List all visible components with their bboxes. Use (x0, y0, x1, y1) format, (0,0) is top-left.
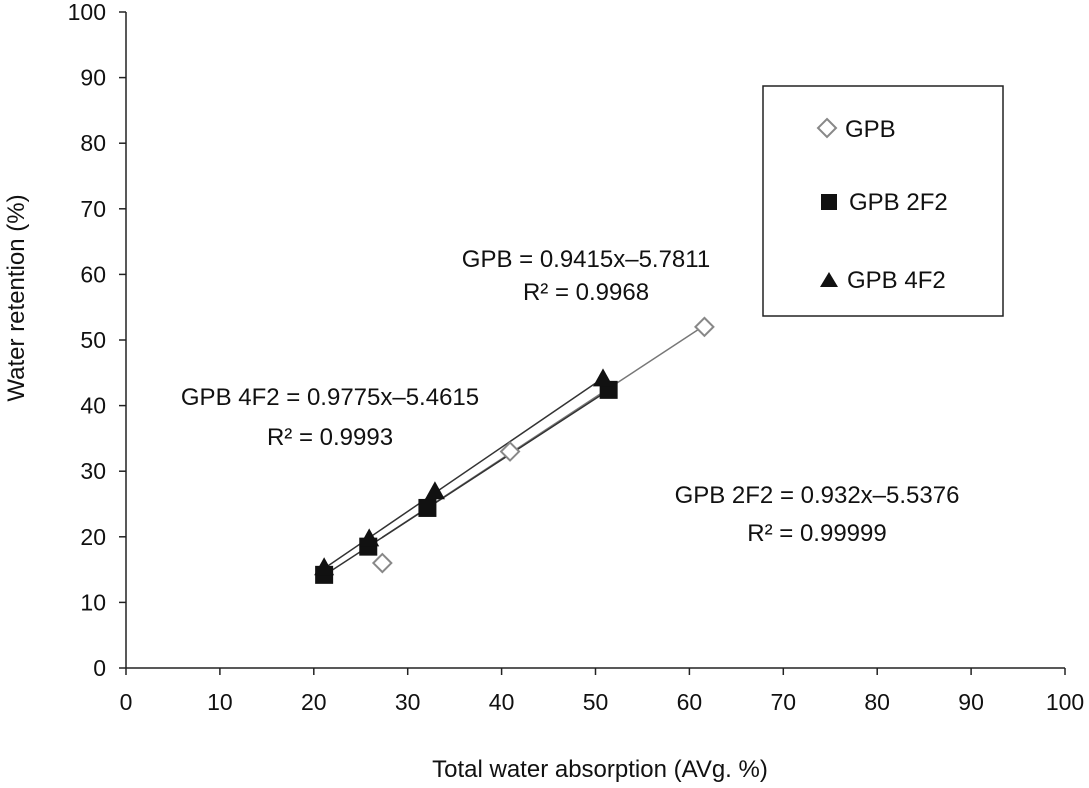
x-tick-label: 70 (771, 689, 797, 715)
y-tick-label: 0 (93, 655, 106, 681)
y-tick-label: 90 (80, 65, 106, 91)
y-tick-label: 100 (68, 0, 106, 25)
point-gpb (499, 441, 521, 462)
y-tick-label: 80 (80, 130, 106, 156)
point-gpb (694, 316, 715, 338)
equation-gpb-2f2: GPB 2F2 = 0.932x–5.5376 (675, 482, 960, 509)
legend-item-gpb-2f2: GPB 2F2 (821, 189, 948, 216)
legend-label-gpb-4f2: GPB 4F2 (847, 267, 946, 294)
legend-box (762, 85, 1004, 317)
axes: 0 10 20 30 40 50 60 70 80 90 100 0 10 20 30 40 50 60 70 80 9… (68, 0, 1085, 715)
r2-gpb: R² = 0.9968 (523, 279, 649, 306)
y-tick-label: 50 (80, 327, 106, 353)
y-tick-label: 10 (80, 589, 106, 615)
x-tick-label: 50 (583, 689, 609, 715)
data-points (314, 316, 715, 584)
x-tick-label: 0 (120, 689, 133, 715)
y-tick-label: 40 (80, 393, 106, 419)
point-gpb-4f2 (314, 557, 335, 576)
x-tick-label: 10 (207, 689, 233, 715)
annotation-gpb: GPB = 0.9415x–5.7811 R² = 0.9968 (462, 246, 710, 306)
legend-marker-gpb-2f2 (821, 194, 837, 210)
equation-gpb: GPB = 0.9415x–5.7811 (462, 246, 710, 273)
x-tick-label: 100 (1046, 689, 1084, 715)
y-tick-label: 60 (80, 261, 106, 287)
point-gpb-4f2 (424, 481, 445, 500)
x-tick-label: 20 (301, 689, 327, 715)
y-tick-label: 70 (80, 196, 106, 222)
point-gpb-2f2 (418, 498, 437, 517)
y-tick-label: 30 (80, 458, 106, 484)
x-axis-label: Total water absorption (AVg. %) (432, 756, 768, 783)
legend-marker-gpb-4f2 (820, 272, 838, 287)
equation-gpb-4f2: GPB 4F2 = 0.9775x–5.4615 (181, 384, 479, 411)
r2-gpb-4f2: R² = 0.9993 (267, 424, 393, 451)
x-tick-label: 90 (958, 689, 984, 715)
legend: GPB GPB 2F2 GPB 4F2 (762, 85, 1004, 317)
point-gpb-4f2 (359, 528, 380, 547)
x-tick-label: 30 (395, 689, 421, 715)
y-axis-label: Water retention (%) (3, 194, 30, 401)
x-tick-label: 80 (864, 689, 890, 715)
x-tick-label: 40 (489, 689, 515, 715)
point-gpb-4f2 (593, 368, 614, 387)
legend-label-gpb-2f2: GPB 2F2 (849, 189, 948, 216)
legend-item-gpb: GPB (816, 116, 896, 143)
r2-gpb-2f2: R² = 0.99999 (747, 520, 886, 547)
annotation-gpb-2f2: GPB 2F2 = 0.932x–5.5376 R² = 0.99999 (675, 482, 960, 547)
legend-marker-gpb (816, 117, 838, 139)
x-tick-label: 60 (677, 689, 703, 715)
point-gpb (371, 552, 393, 574)
legend-item-gpb-4f2: GPB 4F2 (820, 267, 946, 294)
legend-label-gpb: GPB (845, 116, 896, 143)
annotation-gpb-4f2: GPB 4F2 = 0.9775x–5.4615 R² = 0.9993 (181, 384, 479, 451)
y-tick-label: 20 (80, 524, 106, 550)
